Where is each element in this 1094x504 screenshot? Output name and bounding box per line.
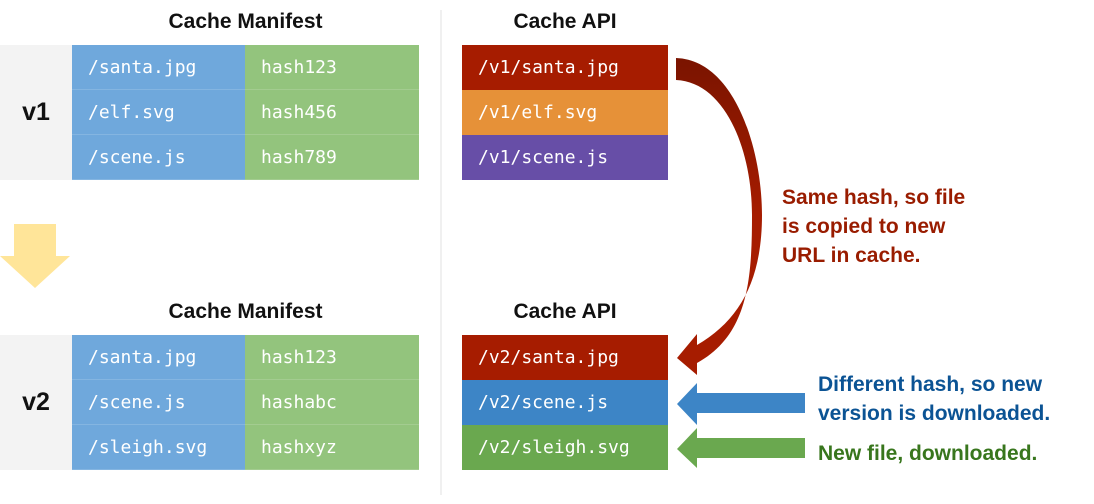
note-line: URL in cache.: [782, 244, 921, 267]
manifest-hash: hashabc: [245, 380, 419, 425]
api-entry: /v2/sleigh.svg: [462, 425, 668, 470]
manifest-row: /scene.js hash789: [72, 135, 419, 180]
manifest-path: /sleigh.svg: [72, 425, 245, 470]
section-divider: [440, 10, 442, 495]
new-file-arrow-icon: [677, 428, 805, 468]
api-entry: /v1/scene.js: [462, 135, 668, 180]
v1-api-title: Cache API: [513, 10, 617, 33]
api-entry: /v1/santa.jpg: [462, 45, 668, 90]
manifest-path: /elf.svg: [72, 90, 245, 135]
manifest-path: /scene.js: [72, 135, 245, 180]
api-entry: /v2/santa.jpg: [462, 335, 668, 380]
manifest-path: /santa.jpg: [72, 335, 245, 380]
manifest-row: /sleigh.svg hashxyz: [72, 425, 419, 470]
manifest-hash: hash123: [245, 45, 419, 90]
download-arrow-icon: [677, 383, 805, 425]
note-line: version is downloaded.: [818, 402, 1051, 425]
v2-manifest-title: Cache Manifest: [168, 300, 323, 323]
manifest-hash: hash123: [245, 335, 419, 380]
api-entry: /v1/elf.svg: [462, 90, 668, 135]
manifest-hash: hashxyz: [245, 425, 419, 470]
manifest-row: /santa.jpg hash123: [72, 45, 419, 90]
v1-manifest-table: /santa.jpg hash123 /elf.svg hash456 /scene…: [72, 45, 419, 180]
curved-copy-arrow-icon: [676, 58, 762, 375]
v1-manifest-title: Cache Manifest: [168, 10, 323, 33]
v2-api-title: Cache API: [513, 300, 617, 323]
downloaded-note: Different hash, so new version is downlo…: [818, 370, 1050, 428]
api-entry: /v2/scene.js: [462, 380, 668, 425]
v2-version-label: v2: [0, 335, 72, 470]
note-line: Same hash, so file: [782, 186, 966, 209]
note-line: is copied to new: [782, 215, 946, 238]
v2-api-list: /v2/santa.jpg /v2/scene.js /v2/sleigh.sv…: [462, 335, 668, 470]
manifest-hash: hash456: [245, 90, 419, 135]
new-file-note: New file, downloaded.: [818, 439, 1037, 468]
note-line: New file, downloaded.: [818, 442, 1038, 465]
manifest-row: /scene.js hashabc: [72, 380, 419, 425]
v1-version-label: v1: [0, 45, 72, 180]
note-line: Different hash, so new: [818, 373, 1043, 396]
manifest-path: /santa.jpg: [72, 45, 245, 90]
copied-note: Same hash, so file is copied to new URL …: [782, 183, 965, 270]
v2-manifest-table: /santa.jpg hash123 /scene.js hashabc /slei…: [72, 335, 419, 470]
manifest-row: /elf.svg hash456: [72, 90, 419, 135]
manifest-row: /santa.jpg hash123: [72, 335, 419, 380]
v1-api-list: /v1/santa.jpg /v1/elf.svg /v1/scene.js: [462, 45, 668, 180]
manifest-path: /scene.js: [72, 380, 245, 425]
manifest-hash: hash789: [245, 135, 419, 180]
down-arrow-icon: [0, 224, 70, 288]
